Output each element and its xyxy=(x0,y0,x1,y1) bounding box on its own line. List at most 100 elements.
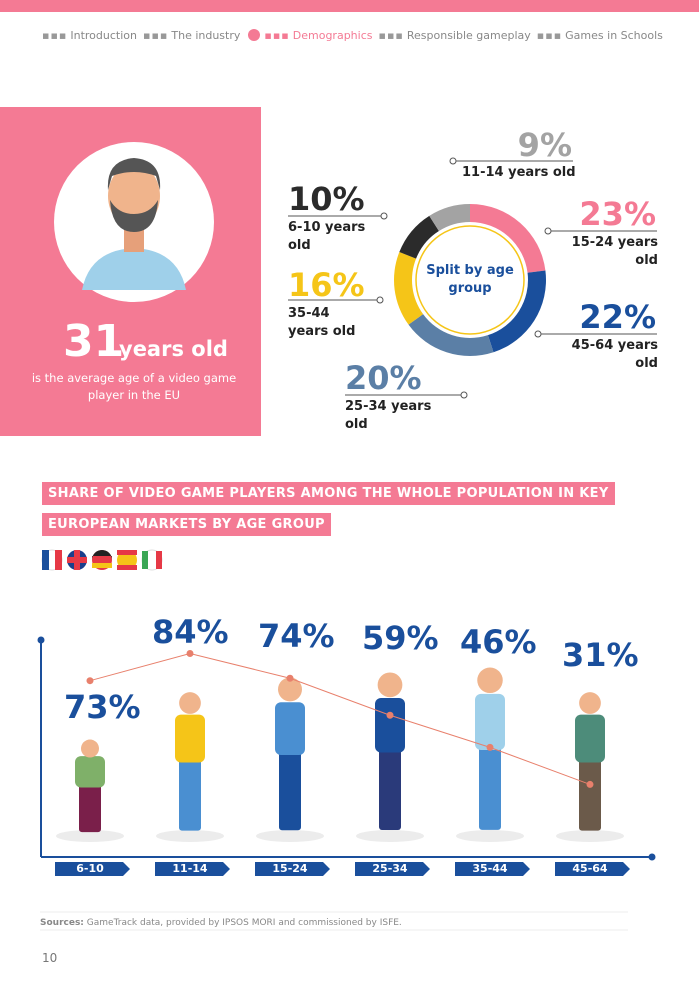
donut-category-label: 25-34 years old xyxy=(345,399,432,432)
donut-segment xyxy=(394,252,424,325)
chart-title: SHARE OF VIDEO GAME PLAYERS AMONG THE WH… xyxy=(42,482,615,505)
value-label: 84% xyxy=(152,613,229,651)
donut-segment xyxy=(429,204,470,232)
torso xyxy=(375,698,405,753)
person xyxy=(356,672,424,842)
donut-segment xyxy=(470,204,546,273)
leader-dot xyxy=(544,227,552,235)
nav: ▪▪▪ Introduction ▪▪▪ The industry ▪▪▪ Demogra… xyxy=(42,29,669,42)
hero-number: 31 xyxy=(63,316,124,367)
head xyxy=(81,739,99,758)
category-tag xyxy=(255,862,330,876)
donut-value-label: 9% xyxy=(517,126,572,164)
legs xyxy=(479,741,501,830)
nav-item[interactable]: Games in Schools xyxy=(565,29,663,42)
legs xyxy=(79,782,101,833)
head xyxy=(579,692,601,714)
donut-segment xyxy=(487,270,546,353)
torso xyxy=(575,714,605,763)
head xyxy=(377,672,403,698)
point xyxy=(586,780,594,788)
axis-dot xyxy=(37,636,45,644)
person xyxy=(256,677,324,842)
legs xyxy=(179,755,201,831)
legs xyxy=(279,747,301,831)
shadow xyxy=(456,830,524,842)
x-tick-label: 15-24 xyxy=(272,862,308,875)
shadow xyxy=(556,830,624,842)
leader-dot xyxy=(380,212,388,220)
axis-dot xyxy=(648,853,656,861)
legs xyxy=(379,744,401,831)
donut-value-label: 16% xyxy=(288,266,365,304)
hero-caption: is the average age of a video game playe… xyxy=(31,371,237,402)
donut-segment xyxy=(408,314,494,356)
point xyxy=(86,677,94,685)
torso xyxy=(275,702,305,755)
donut-title: Split by age group xyxy=(426,263,514,296)
person xyxy=(56,739,124,842)
donut-value-label: 23% xyxy=(579,195,656,233)
leader-dot xyxy=(449,157,457,165)
x-tick-label: 35-44 xyxy=(472,862,508,875)
chart-title: EUROPEAN MARKETS BY AGE GROUP xyxy=(42,513,331,536)
hero-unit: years old xyxy=(119,337,228,361)
head xyxy=(278,677,302,702)
nav-item[interactable]: Demographics xyxy=(292,29,373,42)
nav-item[interactable]: The industry xyxy=(171,29,241,42)
category-tag xyxy=(155,862,230,876)
value-label: 74% xyxy=(258,617,335,655)
leader-dot xyxy=(376,296,384,304)
top-bar xyxy=(0,0,699,12)
x-tick-label: 25-34 xyxy=(372,862,408,875)
sources-text: GameTrack data, provided by IPSOS MORI a… xyxy=(87,918,402,928)
donut-value-label: 10% xyxy=(288,180,365,218)
page-number: 10 xyxy=(42,951,57,965)
nav-dashes: ▪▪▪ xyxy=(378,29,404,42)
leader-dot xyxy=(534,330,542,338)
avatar xyxy=(82,158,186,290)
donut-segment xyxy=(399,215,439,259)
nav-dashes: ▪▪▪ xyxy=(143,29,169,42)
torso xyxy=(475,693,505,750)
donut-value-label: 20% xyxy=(345,359,422,397)
nav-item[interactable]: Introduction xyxy=(70,29,137,42)
leader-dot xyxy=(460,391,468,399)
point xyxy=(386,711,394,719)
x-tick-label: 11-14 xyxy=(172,862,208,875)
donut-category-label: 11-14 years old xyxy=(462,165,576,180)
nav-item[interactable]: Responsible gameplay xyxy=(406,29,531,42)
point xyxy=(286,674,294,682)
donut-category-label: 15-24 years old xyxy=(571,235,658,268)
nav-dashes: ▪▪▪ xyxy=(42,29,68,42)
shadow xyxy=(256,830,324,842)
sources: Sources: GameTrack data, provided by IPS… xyxy=(40,918,402,928)
point xyxy=(186,650,194,658)
x-tick-label: 45-64 xyxy=(572,862,608,875)
value-label: 31% xyxy=(562,636,639,674)
value-label: 59% xyxy=(362,619,439,657)
donut-value-label: 22% xyxy=(579,298,656,336)
shadow xyxy=(156,830,224,842)
flags xyxy=(41,549,163,571)
torso xyxy=(75,756,105,788)
category-tag xyxy=(355,862,430,876)
person xyxy=(556,692,624,842)
nav-dashes: ▪▪▪ xyxy=(536,29,563,42)
shadow xyxy=(56,830,124,842)
donut-category-label: 35-44 years old xyxy=(288,306,356,339)
head xyxy=(179,692,201,714)
category-tag xyxy=(55,862,130,876)
legs xyxy=(579,755,601,831)
point xyxy=(486,743,494,751)
nav-dashes: ▪▪▪ xyxy=(264,29,290,42)
sources-label: Sources: xyxy=(40,918,84,928)
donut-category-label: 45-64 years old xyxy=(571,338,658,371)
torso xyxy=(175,714,205,763)
donut-category-label: 6-10 years old xyxy=(288,220,366,253)
head xyxy=(477,667,503,694)
nav-icon xyxy=(248,29,261,41)
inner-ring xyxy=(415,225,525,335)
